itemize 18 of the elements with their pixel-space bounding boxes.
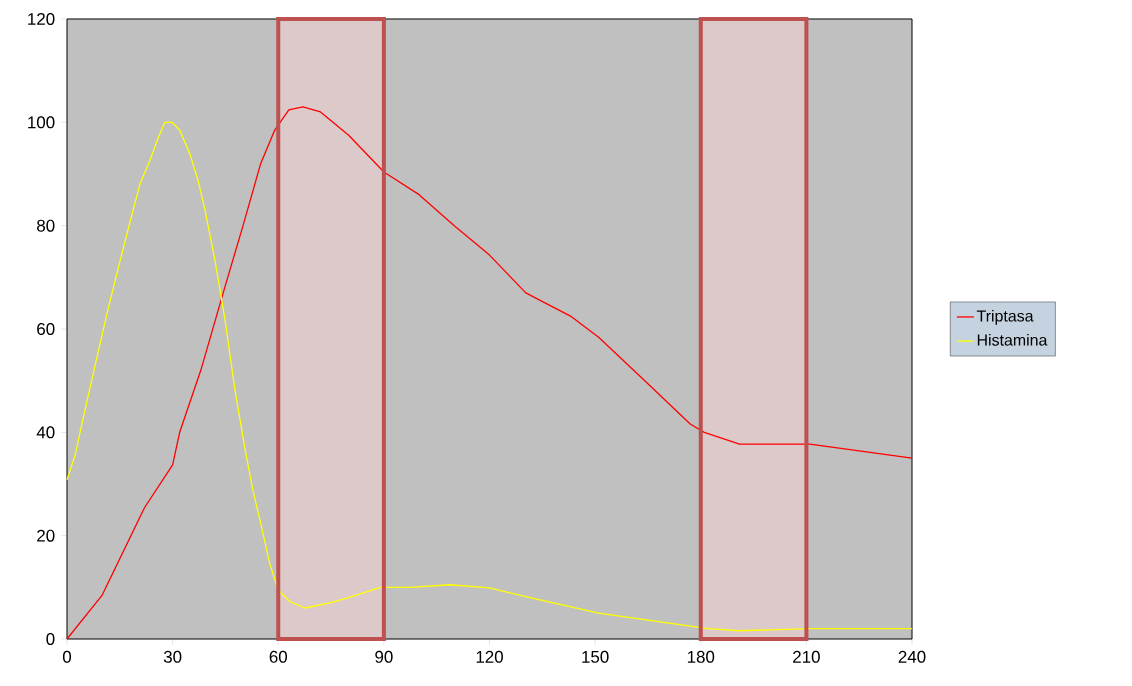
x-tick-label: 60 bbox=[269, 650, 288, 663]
legend-label: Histamina bbox=[977, 333, 1048, 346]
y-tick-label: 80 bbox=[37, 219, 55, 232]
y-tick-label: 40 bbox=[36, 426, 55, 439]
x-tick-label: 0 bbox=[62, 650, 72, 663]
x-tick-label: 180 bbox=[687, 650, 715, 663]
x-tick-label: 30 bbox=[163, 650, 182, 663]
x-tick-label: 90 bbox=[375, 650, 393, 663]
x-tick-label: 240 bbox=[898, 650, 926, 663]
y-tick-label: 0 bbox=[46, 633, 55, 645]
x-tick-label: 150 bbox=[582, 650, 609, 663]
x-tick-label: 210 bbox=[793, 650, 820, 663]
x-tick-label: 120 bbox=[476, 650, 503, 663]
legend-label: Triptasa bbox=[976, 309, 1034, 325]
y-tick-label: 60 bbox=[37, 323, 55, 335]
y-tick-label: 120 bbox=[28, 12, 55, 25]
y-tick-label: 100 bbox=[28, 116, 55, 129]
y-tick-label: 20 bbox=[37, 529, 55, 542]
